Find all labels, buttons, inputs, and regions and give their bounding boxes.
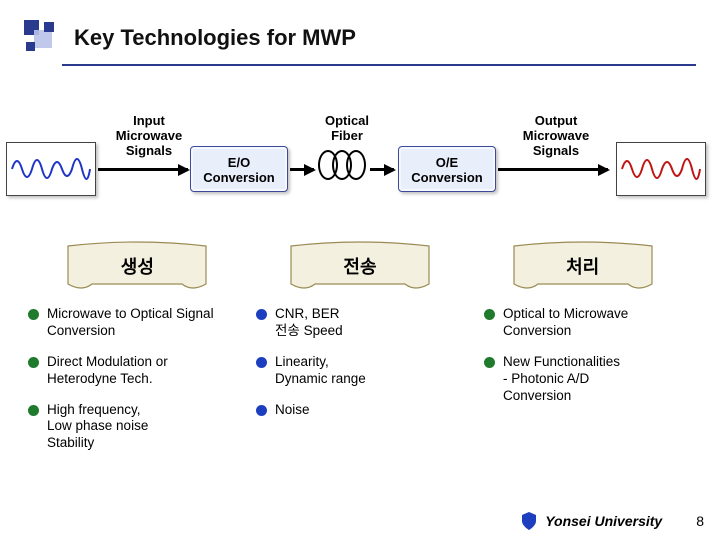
slide-title: Key Technologies for MWP xyxy=(74,25,356,51)
optical-fiber-icon xyxy=(318,150,366,180)
bullet-icon xyxy=(28,405,39,416)
column-transmit: CNR, BER 전송 Speed Linearity, Dynamic rang… xyxy=(246,298,474,466)
shield-icon xyxy=(521,512,537,530)
title-squares-icon xyxy=(24,20,60,56)
slide-footer: Yonsei University 8 xyxy=(521,512,704,530)
list-item: Noise xyxy=(256,402,464,419)
output-wave-icon xyxy=(616,142,706,196)
banner-generate: 생성 xyxy=(62,240,212,292)
bullet-icon xyxy=(256,405,267,416)
list-item: Linearity, Dynamic range xyxy=(256,354,464,388)
bullet-text: CNR, BER 전송 Speed xyxy=(275,306,343,340)
input-wave-icon xyxy=(6,142,96,196)
oe-conversion-box: O/E Conversion xyxy=(398,146,496,192)
bullet-columns: Microwave to Optical Signal Conversion Di… xyxy=(0,292,720,466)
list-item: Microwave to Optical Signal Conversion xyxy=(28,306,236,340)
bullet-icon xyxy=(484,357,495,368)
bullet-text: Microwave to Optical Signal Conversion xyxy=(47,306,236,340)
page-number: 8 xyxy=(696,513,704,529)
column-process: Optical to Microwave Conversion New Funct… xyxy=(474,298,702,466)
signal-flow-diagram: Input Microwave Signals E/O Conversion O… xyxy=(0,84,720,234)
optical-fiber-label: Optical Fiber xyxy=(312,114,382,144)
bullet-text: Linearity, Dynamic range xyxy=(275,354,366,388)
list-item: CNR, BER 전송 Speed xyxy=(256,306,464,340)
bullet-text: Direct Modulation or Heterodyne Tech. xyxy=(47,354,236,388)
affiliation-label: Yonsei University xyxy=(545,513,662,529)
bullet-icon xyxy=(256,357,267,368)
list-item: Direct Modulation or Heterodyne Tech. xyxy=(28,354,236,388)
output-signal-label: Output Microwave Signals xyxy=(506,114,606,159)
bullet-icon xyxy=(256,309,267,320)
list-item: New Functionalities - Photonic A/D Conve… xyxy=(484,354,692,405)
banner-transmit: 전송 xyxy=(285,240,435,292)
section-banners: 생성 전송 처리 xyxy=(0,240,720,292)
banner-process: 처리 xyxy=(508,240,658,292)
list-item: Optical to Microwave Conversion xyxy=(484,306,692,340)
eo-conversion-box: E/O Conversion xyxy=(190,146,288,192)
column-generate: Microwave to Optical Signal Conversion Di… xyxy=(18,298,246,466)
bullet-text: Optical to Microwave Conversion xyxy=(503,306,692,340)
input-signal-label: Input Microwave Signals xyxy=(104,114,194,159)
arrow-eo-to-fiber xyxy=(290,168,314,171)
bullet-icon xyxy=(28,309,39,320)
slide-title-row: Key Technologies for MWP xyxy=(0,0,720,64)
bullet-text: Noise xyxy=(275,402,310,419)
bullet-text: High frequency, Low phase noise Stabilit… xyxy=(47,402,148,453)
arrow-fiber-to-oe xyxy=(370,168,394,171)
bullet-text: New Functionalities - Photonic A/D Conve… xyxy=(503,354,620,405)
bullet-icon xyxy=(28,357,39,368)
arrow-input-to-eo xyxy=(98,168,188,171)
list-item: High frequency, Low phase noise Stabilit… xyxy=(28,402,236,453)
bullet-icon xyxy=(484,309,495,320)
arrow-oe-to-output xyxy=(498,168,608,171)
title-underline xyxy=(62,64,696,66)
